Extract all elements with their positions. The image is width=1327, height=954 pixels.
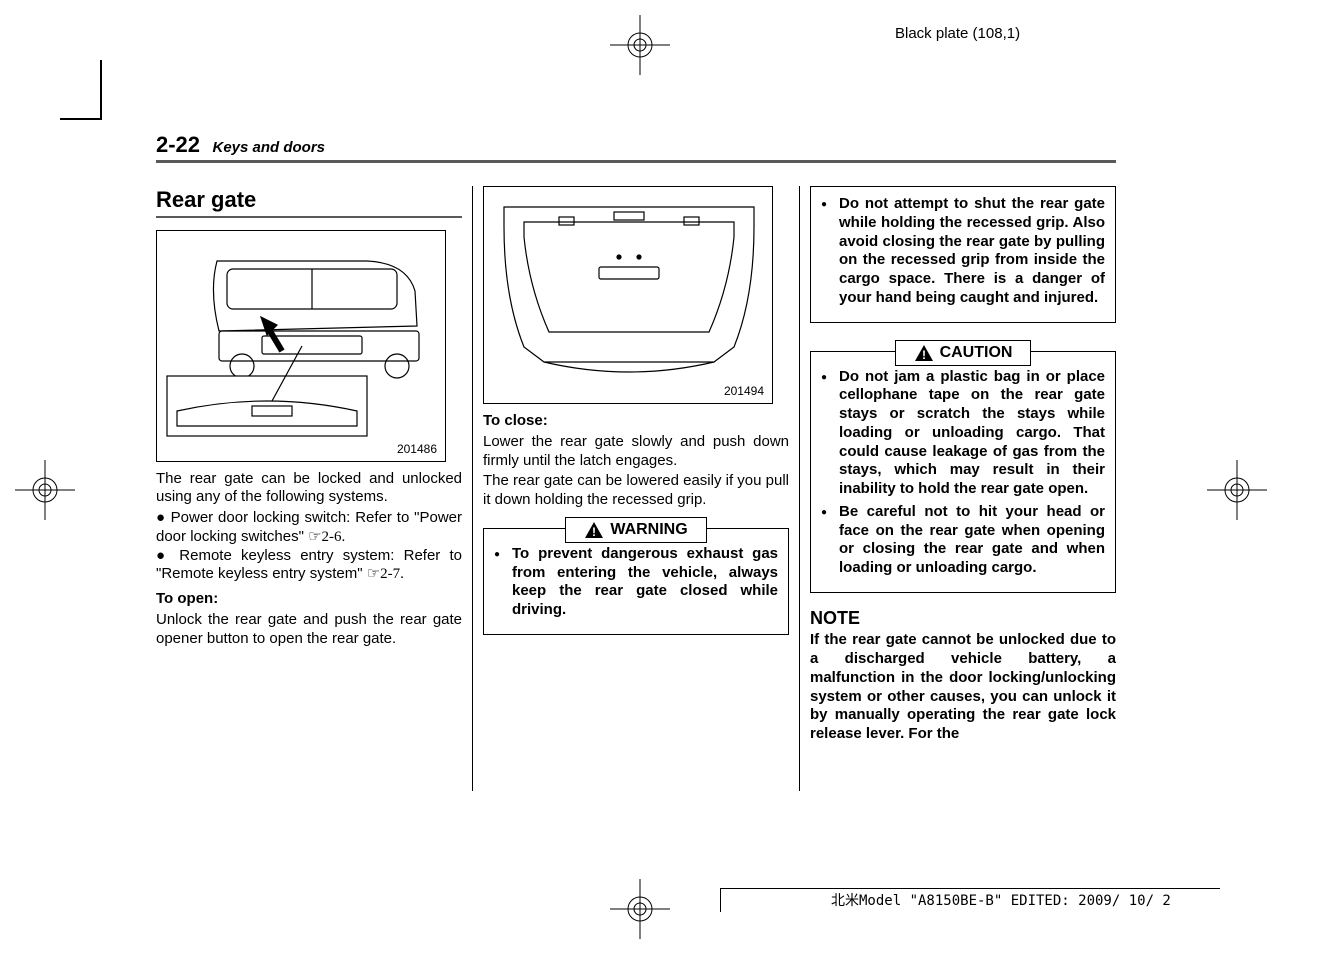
page-number: 2-22 bbox=[156, 132, 200, 157]
bullet-item: ● Power door locking switch: Refer to "P… bbox=[156, 509, 462, 547]
warning-continuation-box: Do not attempt to shut the rear gate whi… bbox=[810, 186, 1116, 323]
column-1: Rear gate bbox=[156, 186, 462, 791]
to-close-body: Lower the rear gate slowly and push down… bbox=[483, 433, 789, 471]
caution-list: Do not jam a plastic bag in or place cel… bbox=[821, 368, 1105, 578]
content-area: Rear gate bbox=[156, 186, 1116, 791]
registration-mark-left bbox=[15, 460, 75, 520]
to-close-label-text: To close: bbox=[483, 412, 548, 429]
column-divider bbox=[472, 186, 473, 791]
page-header: 2-22 Keys and doors bbox=[156, 132, 1116, 163]
warning-list: Do not attempt to shut the rear gate whi… bbox=[821, 195, 1105, 308]
to-open-label: To open: bbox=[156, 590, 462, 609]
body-text: The rear gate can be lowered easily if y… bbox=[483, 472, 789, 510]
column-2: 201494 To close: Lower the rear gate slo… bbox=[483, 186, 789, 791]
caution-label: CAUTION bbox=[940, 343, 1013, 363]
caution-box: ! CAUTION Do not jam a plastic bag in or… bbox=[810, 351, 1116, 593]
warning-box: ! WARNING To prevent dangerous exhaust g… bbox=[483, 528, 789, 635]
rear-gate-heading: Rear gate bbox=[156, 186, 462, 218]
note-heading: NOTE bbox=[810, 607, 1116, 630]
trim-corner-horizontal bbox=[60, 118, 102, 120]
section-name: Keys and doors bbox=[213, 139, 326, 156]
warning-triangle-icon: ! bbox=[914, 344, 934, 362]
header-rule bbox=[156, 160, 1116, 163]
registration-mark-bottom bbox=[610, 879, 670, 939]
figure-rear-gate-exterior: 201486 bbox=[156, 230, 446, 462]
figure-label: 201494 bbox=[724, 384, 764, 399]
warning-list: To prevent dangerous exhaust gas from en… bbox=[494, 545, 778, 620]
registration-mark-top bbox=[610, 15, 670, 75]
warning-header: ! WARNING bbox=[494, 517, 778, 539]
bullet-text: ● Remote keyless entry system: Refer to … bbox=[156, 547, 462, 583]
registration-mark-right bbox=[1207, 460, 1267, 520]
warning-item: To prevent dangerous exhaust gas from en… bbox=[494, 545, 778, 620]
svg-text:!: ! bbox=[922, 348, 926, 362]
to-open-label-text: To open: bbox=[156, 590, 218, 607]
cross-ref: ☞2-6. bbox=[308, 529, 345, 545]
to-open-body: Unlock the rear gate and push the rear g… bbox=[156, 611, 462, 649]
note-body: If the rear gate cannot be unlocked due … bbox=[810, 631, 1116, 744]
bullet-item: ● Remote keyless entry system: Refer to … bbox=[156, 547, 462, 585]
black-plate-label: Black plate (108,1) bbox=[895, 25, 1020, 42]
svg-text:!: ! bbox=[592, 525, 596, 539]
warning-item: Do not attempt to shut the rear gate whi… bbox=[821, 195, 1105, 308]
trim-corner-vertical bbox=[100, 60, 102, 120]
figure-label: 201486 bbox=[397, 442, 437, 457]
column-divider bbox=[799, 186, 800, 791]
warning-triangle-icon: ! bbox=[584, 521, 604, 539]
caution-header: ! CAUTION bbox=[821, 340, 1105, 362]
cross-ref: ☞2-7. bbox=[367, 566, 404, 582]
caution-item: Do not jam a plastic bag in or place cel… bbox=[821, 368, 1105, 499]
figure-rear-gate-interior: 201494 bbox=[483, 186, 773, 404]
column-3: Do not attempt to shut the rear gate whi… bbox=[810, 186, 1116, 791]
body-text: The rear gate can be locked and unlocked… bbox=[156, 470, 462, 508]
to-close-label: To close: bbox=[483, 412, 789, 431]
footer-model-info: 北米Model "A8150BE-B" EDITED: 2009/ 10/ 2 bbox=[720, 888, 1220, 912]
caution-item: Be careful not to hit your head or face … bbox=[821, 503, 1105, 578]
warning-label: WARNING bbox=[610, 520, 687, 540]
